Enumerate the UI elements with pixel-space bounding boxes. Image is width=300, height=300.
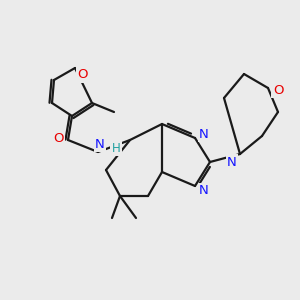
- Text: N: N: [95, 137, 105, 151]
- Text: N: N: [199, 128, 209, 140]
- Text: O: O: [273, 83, 283, 97]
- Text: H: H: [112, 142, 120, 154]
- Text: O: O: [78, 68, 88, 82]
- Text: N: N: [199, 184, 209, 197]
- Text: N: N: [227, 155, 237, 169]
- Text: O: O: [53, 131, 63, 145]
